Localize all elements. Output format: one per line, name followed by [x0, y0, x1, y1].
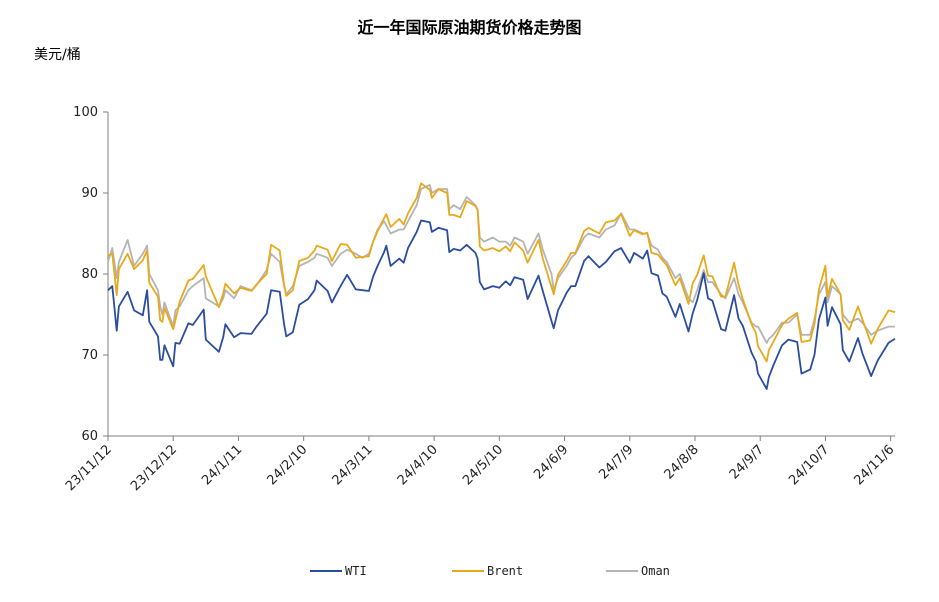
- y-tick-label: 80: [81, 267, 98, 282]
- x-tick-label: 24/6/9: [531, 442, 571, 482]
- legend-label-wti: WTI: [345, 564, 367, 578]
- y-tick-label: 90: [81, 186, 98, 201]
- series-line-brent: [107, 182, 896, 363]
- x-tick-label: 24/3/11: [330, 442, 376, 488]
- y-tick-label: 100: [73, 105, 98, 120]
- series-line-oman: [107, 184, 895, 344]
- series-lines: [107, 182, 896, 390]
- y-axis-unit-label: 美元/桶: [34, 47, 81, 63]
- series-line-wti: [107, 219, 896, 390]
- x-tick-label: 24/9/7: [727, 442, 767, 482]
- chart-axes: 60 70 80 90 100 23/11/12 23/12/12 24/1/11 24/2/1…: [63, 105, 898, 494]
- x-tick-label: 24/11/6: [851, 442, 897, 488]
- x-tick-label: 24/1/11: [199, 442, 245, 488]
- chart-title: 近一年国际原油期货价格走势图: [357, 18, 582, 37]
- x-tick-label: 24/2/10: [264, 442, 310, 488]
- y-tick-label: 60: [81, 429, 98, 444]
- chart-legend: WTI Brent Oman: [310, 564, 670, 578]
- x-tick-label: 24/8/8: [662, 442, 702, 482]
- legend-label-brent: Brent: [487, 564, 523, 578]
- x-tick-label: 23/12/12: [128, 442, 180, 494]
- x-tick-label: 24/7/9: [596, 442, 636, 482]
- x-tick-label: 24/5/10: [460, 442, 506, 488]
- y-tick-label: 70: [81, 348, 98, 363]
- legend-label-oman: Oman: [641, 564, 670, 578]
- x-tick-label: 24/10/7: [786, 442, 832, 488]
- x-tick-label: 24/4/10: [395, 442, 441, 488]
- x-tick-label: 23/11/12: [63, 442, 115, 494]
